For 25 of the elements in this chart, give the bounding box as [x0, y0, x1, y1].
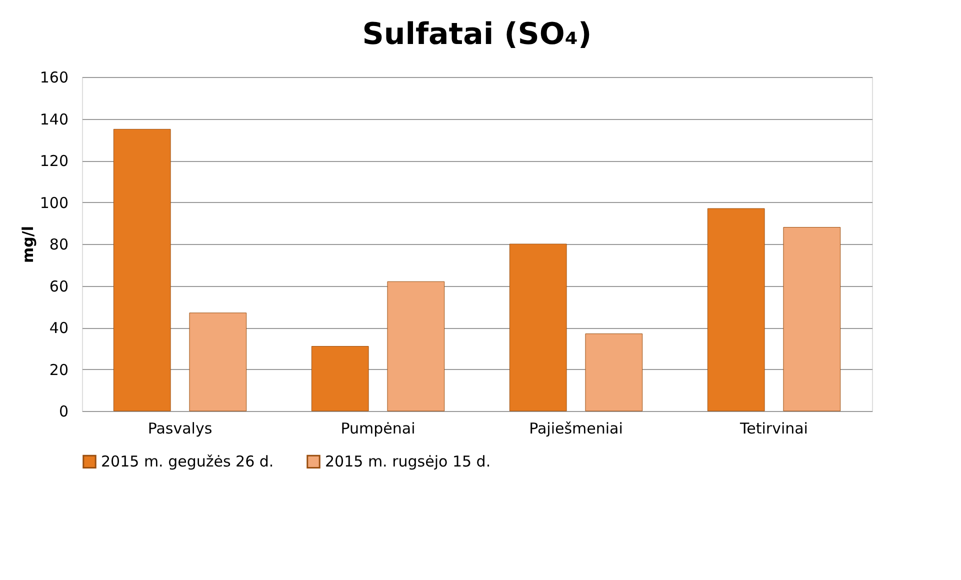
y-tick-label: 120: [40, 152, 68, 170]
y-tick-label: 160: [40, 68, 68, 86]
bar: [311, 346, 369, 412]
legend-label: 2015 m. gegužės 26 d.: [101, 452, 274, 471]
bar: [585, 334, 643, 412]
y-tick-label: 100: [40, 194, 68, 212]
bar: [387, 281, 445, 412]
y-tick-label: 80: [49, 236, 68, 254]
bar: [189, 312, 247, 412]
x-tick-label: Tetirvinai: [739, 420, 808, 438]
x-tick-label: Pumpėnai: [340, 420, 416, 438]
y-tick-label: 0: [58, 402, 68, 420]
y-axis-title: mg/l: [18, 226, 37, 263]
y-tick-label: 140: [40, 110, 68, 128]
legend-label: 2015 m. rugsėjo 15 d.: [325, 452, 491, 471]
y-tick-label: 60: [49, 277, 68, 296]
bar: [509, 244, 567, 412]
bar: [707, 208, 765, 412]
x-tick-label: Pasvalys: [148, 420, 212, 438]
x-tick-label: Pajiešmeniai: [529, 420, 623, 438]
bar: [113, 128, 171, 412]
y-tick-label: 20: [49, 360, 68, 379]
chart-title: Sulfatai (SO₄): [362, 17, 592, 52]
bar: [783, 227, 841, 412]
y-tick-label: 40: [49, 319, 68, 337]
